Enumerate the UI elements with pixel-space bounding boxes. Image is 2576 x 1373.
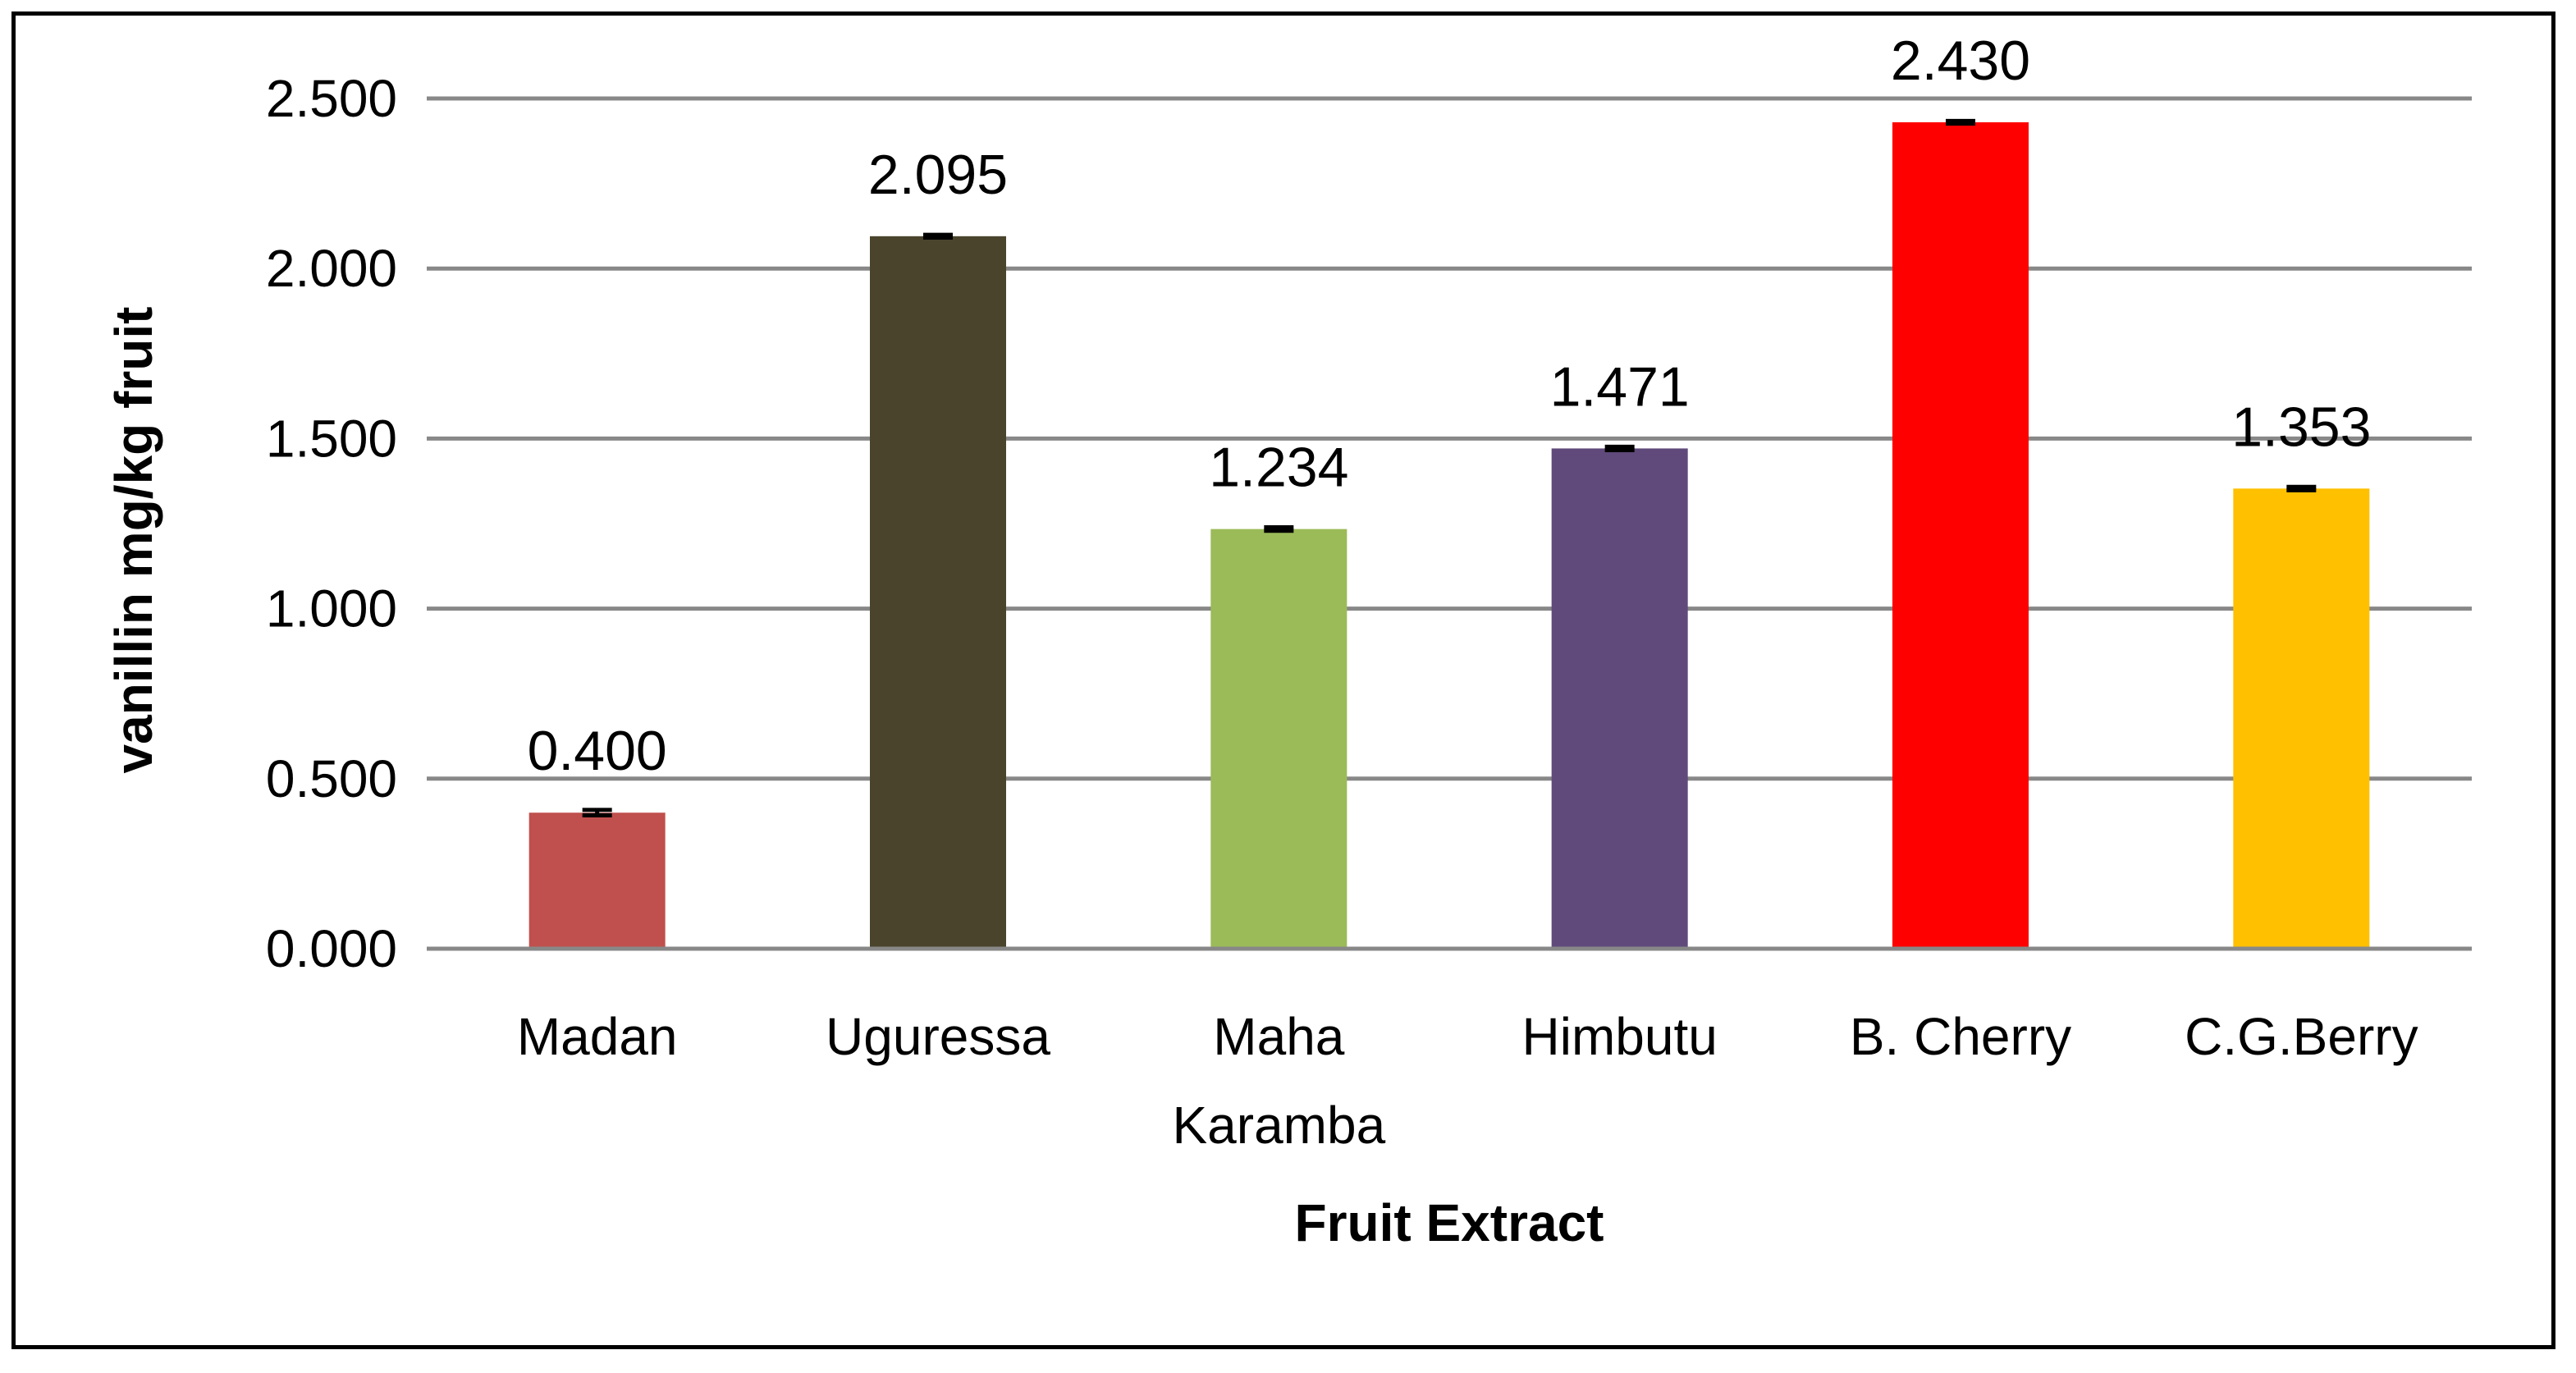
category-labels: Madan Uguressa Maha Karamba Himbutu B. Cherry… [517,1007,2418,1155]
data-label: 2.430 [1891,30,2030,92]
category-label: Madan [517,1007,678,1066]
gridlines [427,96,2472,781]
data-label: 0.400 [528,720,667,782]
bar [528,812,666,949]
bar [1892,122,2029,949]
data-label: 1.353 [2231,396,2371,458]
data-label: 1.471 [1550,355,1690,418]
data-label: 2.095 [868,144,1008,206]
bar [2233,488,2370,949]
bar [1210,529,1347,949]
category-label: B. Cherry [1850,1007,2071,1066]
category-label: Uguressa [826,1007,1050,1066]
y-tick-label: 2.000 [266,239,397,298]
bar [1551,448,1688,949]
category-label: Himbutu [1522,1007,1718,1066]
data-label: 1.234 [1209,437,1348,499]
bars [528,122,2370,949]
y-tick-label: 2.500 [266,69,397,128]
x-axis-title: Fruit Extract [1295,1193,1604,1252]
category-label: C.G.Berry [2185,1007,2418,1066]
y-tick-label: 0.500 [266,749,397,808]
error-bars [582,118,2317,818]
y-axis-title: vanillin mg/kg fruit [104,307,163,774]
data-labels: 0.400 2.095 1.234 1.471 2.430 1.353 [528,30,2372,782]
y-tick-label: 0.000 [266,919,397,978]
y-tick-label: 1.000 [266,579,397,638]
category-label: Karamba [1172,1096,1385,1155]
category-label: Maha [1213,1007,1345,1066]
y-tick-label: 1.500 [266,409,397,468]
y-tick-labels: 0.000 0.500 1.000 1.500 2.000 2.500 [266,69,397,978]
bar [870,236,1006,949]
